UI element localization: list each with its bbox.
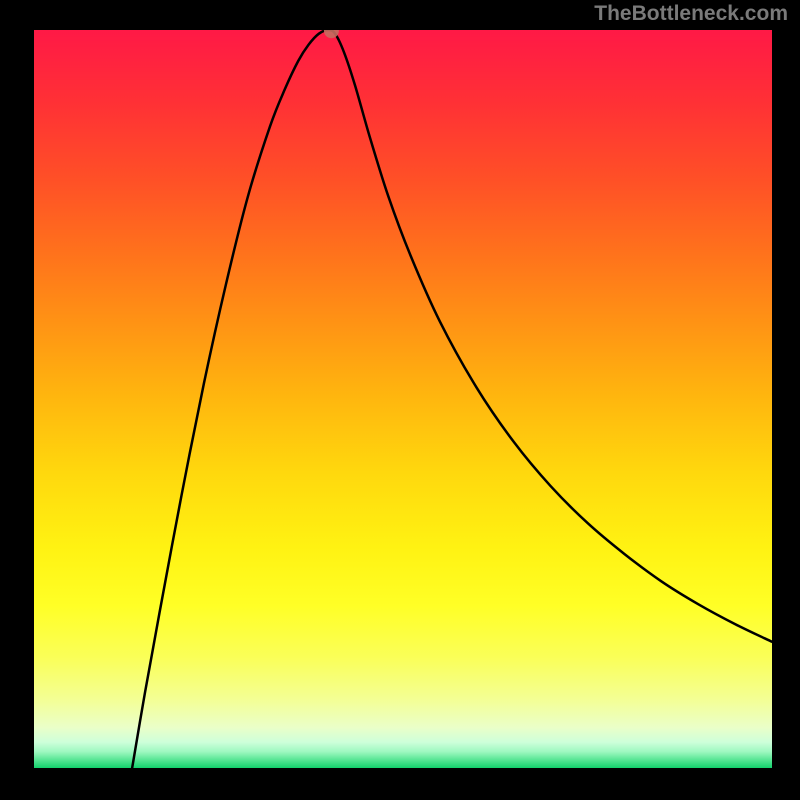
- chart-container: TheBottleneck.com: [0, 0, 800, 800]
- plot-svg: [34, 30, 772, 768]
- plot-area: [34, 30, 772, 768]
- gradient-background: [34, 30, 772, 768]
- watermark-text: TheBottleneck.com: [594, 2, 788, 26]
